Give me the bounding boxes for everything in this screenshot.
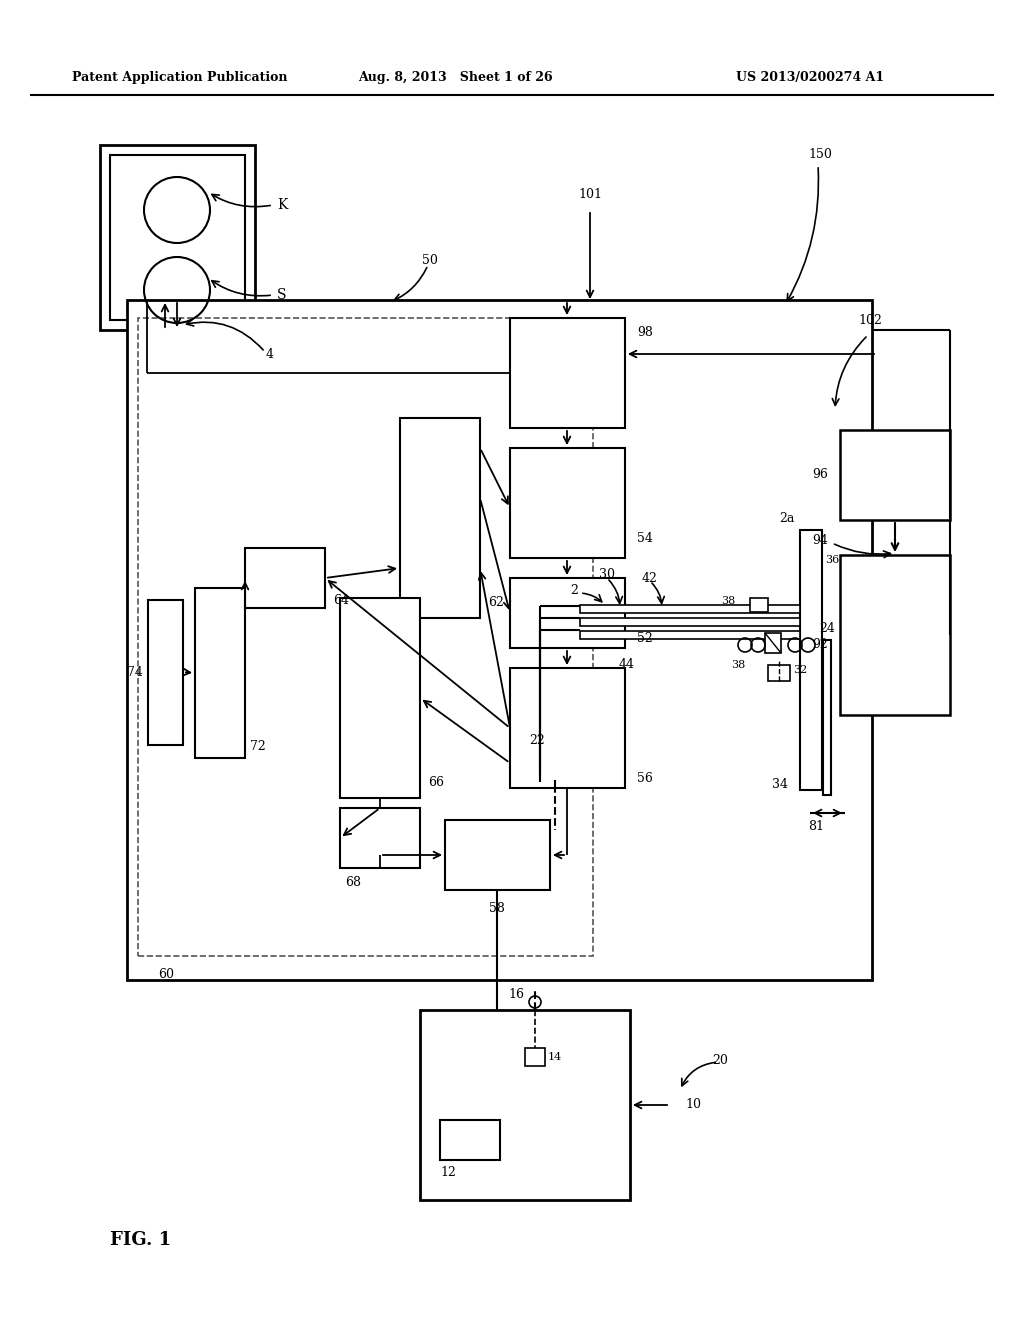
Text: 44: 44 (618, 659, 635, 672)
Bar (138, 318, 593, 956)
Bar (100, 145, 255, 330)
Text: FIG. 1: FIG. 1 (110, 1232, 171, 1249)
Text: 38: 38 (721, 597, 735, 606)
Text: 32: 32 (793, 665, 807, 675)
Text: 102: 102 (858, 314, 882, 326)
Text: 52: 52 (637, 631, 652, 644)
Text: Aug. 8, 2013   Sheet 1 of 26: Aug. 8, 2013 Sheet 1 of 26 (357, 71, 552, 84)
Text: 96: 96 (812, 469, 828, 482)
Bar (195, 587, 245, 758)
Bar (823, 640, 831, 795)
Text: 36: 36 (825, 554, 840, 565)
Text: 16: 16 (508, 989, 524, 1002)
Text: 2a: 2a (779, 511, 795, 524)
Bar (580, 618, 800, 626)
Bar (510, 447, 625, 558)
Bar (750, 598, 768, 612)
Text: 30: 30 (599, 569, 615, 582)
Text: 2: 2 (570, 583, 578, 597)
Text: 66: 66 (428, 776, 444, 789)
Bar (245, 548, 325, 609)
Text: 94: 94 (812, 533, 828, 546)
Text: 22: 22 (529, 734, 545, 747)
Text: S: S (278, 288, 287, 302)
Bar (525, 1048, 545, 1067)
Text: 10: 10 (685, 1098, 701, 1111)
Bar (445, 820, 550, 890)
Text: 24: 24 (819, 622, 835, 635)
Text: 81: 81 (808, 821, 824, 833)
Bar (400, 418, 480, 618)
Text: Patent Application Publication: Patent Application Publication (73, 71, 288, 84)
Text: 68: 68 (345, 876, 361, 890)
Text: K: K (278, 198, 288, 213)
Bar (765, 634, 781, 653)
Bar (420, 1010, 630, 1200)
Bar (580, 631, 800, 639)
Bar (840, 554, 950, 715)
Text: 38: 38 (731, 660, 745, 671)
Bar (110, 154, 245, 319)
Bar (840, 430, 950, 520)
Text: 60: 60 (158, 968, 174, 981)
Text: 150: 150 (808, 149, 831, 161)
Text: 98: 98 (637, 326, 653, 339)
Bar (510, 578, 625, 648)
Text: 92: 92 (812, 639, 828, 652)
Bar (510, 668, 625, 788)
Bar (580, 605, 800, 612)
Bar (768, 665, 790, 681)
Text: 58: 58 (489, 902, 505, 915)
Bar (127, 300, 872, 979)
Text: 14: 14 (548, 1052, 562, 1063)
Text: 50: 50 (422, 253, 438, 267)
Text: 4: 4 (266, 348, 274, 362)
Text: 42: 42 (642, 572, 658, 585)
Text: US 2013/0200274 A1: US 2013/0200274 A1 (736, 71, 884, 84)
Bar (340, 598, 420, 799)
Text: 54: 54 (637, 532, 653, 544)
Text: 62: 62 (488, 597, 504, 610)
Bar (440, 1119, 500, 1160)
Text: 74: 74 (127, 665, 143, 678)
Bar (800, 531, 822, 789)
Text: 72: 72 (250, 739, 266, 752)
Text: 56: 56 (637, 771, 653, 784)
Text: 101: 101 (578, 189, 602, 202)
Text: 34: 34 (772, 779, 788, 792)
Bar (148, 601, 183, 744)
Bar (510, 318, 625, 428)
Text: 64: 64 (333, 594, 349, 606)
Text: 20: 20 (712, 1053, 728, 1067)
Bar (340, 808, 420, 869)
Text: 12: 12 (440, 1166, 456, 1179)
